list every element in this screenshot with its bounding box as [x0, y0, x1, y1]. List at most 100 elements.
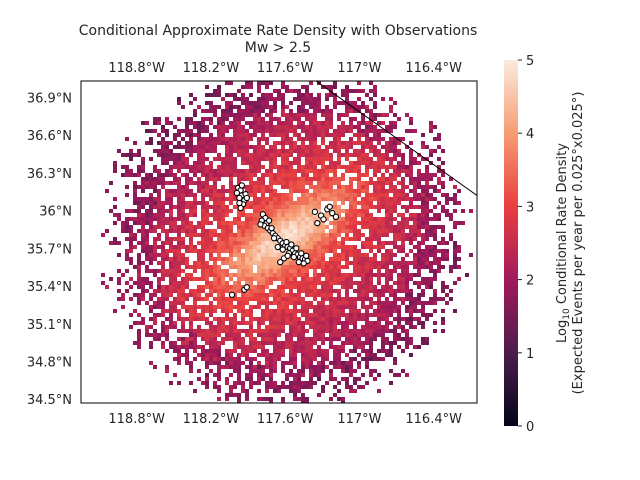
y-tick-label: 35.4°N: [27, 280, 72, 295]
density-cell: [441, 229, 445, 233]
density-cell: [405, 129, 409, 133]
density-cell: [245, 269, 249, 273]
density-cell: [277, 317, 281, 321]
density-cell: [345, 217, 349, 221]
density-cell: [381, 205, 385, 209]
density-cell: [121, 153, 125, 157]
density-cell: [329, 301, 333, 305]
density-cell: [333, 281, 337, 285]
density-cell: [341, 365, 345, 369]
density-cell: [221, 229, 225, 233]
density-cell: [125, 173, 129, 177]
density-cell: [165, 253, 169, 257]
density-cell: [293, 317, 297, 321]
density-cell: [209, 173, 213, 177]
density-cell: [341, 257, 345, 261]
density-cell: [305, 137, 309, 141]
density-cell: [129, 297, 133, 301]
density-cell: [269, 289, 273, 293]
density-cell: [349, 373, 353, 377]
density-cell: [409, 293, 413, 297]
density-cell: [453, 185, 457, 189]
density-cell: [165, 293, 169, 297]
density-cell: [253, 161, 257, 165]
density-cell: [453, 261, 457, 265]
density-cell: [205, 285, 209, 289]
density-cell: [349, 217, 353, 221]
density-cell: [389, 285, 393, 289]
density-cell: [417, 293, 421, 297]
density-cell: [141, 217, 145, 221]
density-cell: [337, 125, 341, 129]
density-cell: [197, 285, 201, 289]
density-cell: [377, 185, 381, 189]
density-cell: [365, 205, 369, 209]
density-cell: [341, 245, 345, 249]
density-cell: [181, 245, 185, 249]
density-cell: [177, 177, 181, 181]
density-cell: [265, 245, 269, 249]
density-cell: [265, 309, 269, 313]
density-cell: [213, 197, 217, 201]
density-cell: [357, 345, 361, 349]
density-cell: [213, 373, 217, 377]
density-cell: [125, 137, 129, 141]
density-cell: [157, 277, 161, 281]
density-cell: [341, 153, 345, 157]
density-cell: [393, 137, 397, 141]
density-cell: [433, 213, 437, 217]
density-cell: [221, 213, 225, 217]
density-cell: [205, 269, 209, 273]
density-cell: [261, 105, 265, 109]
density-cell: [289, 173, 293, 177]
density-cell: [213, 329, 217, 333]
density-cell: [293, 221, 297, 225]
density-cell: [153, 169, 157, 173]
density-cell: [293, 349, 297, 353]
density-cell: [369, 205, 373, 209]
density-cell: [281, 221, 285, 225]
density-cell: [301, 393, 305, 397]
density-cell: [281, 237, 285, 241]
density-cell: [137, 149, 141, 153]
density-cell: [333, 201, 337, 205]
density-cell: [197, 121, 201, 125]
density-cell: [149, 309, 153, 313]
density-cell: [425, 265, 429, 269]
density-cell: [365, 221, 369, 225]
density-cell: [361, 153, 365, 157]
density-cell: [209, 245, 213, 249]
density-cell: [385, 353, 389, 357]
density-cell: [241, 277, 245, 281]
density-cell: [289, 221, 293, 225]
density-cell: [289, 129, 293, 133]
density-cell: [245, 261, 249, 265]
density-cell: [173, 273, 177, 277]
density-cell: [241, 329, 245, 333]
density-cell: [221, 337, 225, 341]
density-cell: [169, 141, 173, 145]
density-cell: [285, 117, 289, 121]
density-cell: [237, 297, 241, 301]
density-cell: [197, 125, 201, 129]
density-cell: [325, 325, 329, 329]
density-cell: [269, 377, 273, 381]
density-cell: [205, 265, 209, 269]
density-cell: [333, 165, 337, 169]
density-cell: [269, 129, 273, 133]
density-cell: [333, 177, 337, 181]
density-cell: [225, 261, 229, 265]
density-cell: [157, 121, 161, 125]
density-cell: [373, 173, 377, 177]
density-cell: [357, 297, 361, 301]
density-cell: [325, 281, 329, 285]
density-cell: [349, 117, 353, 121]
density-cell: [249, 133, 253, 137]
density-cell: [337, 233, 341, 237]
density-cell: [377, 269, 381, 273]
density-cell: [325, 293, 329, 297]
density-cell: [225, 329, 229, 333]
density-cell: [325, 261, 329, 265]
observation-point: [236, 194, 243, 202]
density-cell: [409, 165, 413, 169]
